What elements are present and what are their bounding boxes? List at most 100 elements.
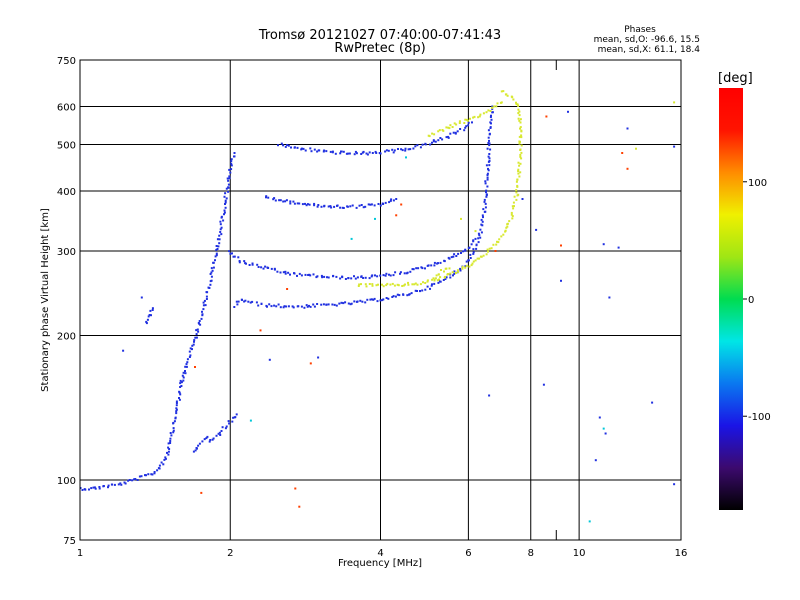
data-point-o [172, 421, 175, 424]
data-point-o [200, 317, 203, 320]
data-point-x [482, 112, 485, 115]
data-point-o [348, 152, 351, 155]
data-point-o [379, 274, 382, 277]
data-point-o [122, 349, 125, 352]
data-point-o [353, 153, 356, 156]
data-point-x [506, 94, 509, 97]
data-point-x [517, 117, 520, 120]
data-point-o [292, 200, 295, 203]
colorbar-ticks: 100 0 -100 [743, 178, 771, 423]
data-point-o [449, 132, 452, 135]
data-point-o [255, 301, 258, 304]
data-point-x [512, 201, 515, 204]
data-point-o [485, 193, 488, 196]
data-point-o [355, 206, 358, 209]
data-point-o [284, 270, 287, 273]
data-point-o [153, 471, 156, 473]
data-point-o [257, 304, 260, 307]
data-point-o [335, 304, 338, 307]
data-point-o [167, 442, 170, 445]
data-point-o [379, 152, 382, 155]
data-point-o [133, 478, 136, 481]
data-point-o [342, 207, 345, 209]
data-point-x [513, 205, 515, 208]
data-point-o [174, 416, 177, 419]
data-point-o [201, 440, 204, 443]
data-point-o [360, 153, 363, 155]
data-point-o [186, 358, 189, 361]
data-point-x [518, 114, 521, 117]
data-point-o [604, 432, 607, 435]
data-point-o [196, 328, 199, 331]
data-point-x [520, 157, 523, 160]
data-point-o [215, 254, 218, 257]
data-point-o [167, 446, 170, 449]
data-point-o [366, 298, 369, 301]
data-point-x [516, 184, 519, 187]
data-point-o [384, 274, 387, 277]
data-point-o [333, 205, 336, 208]
data-point-o [341, 275, 344, 278]
data-point-o [301, 203, 304, 206]
data-point-x [512, 207, 515, 210]
data-point-o [233, 155, 235, 158]
data-point-x [515, 189, 518, 192]
data-point-o [279, 271, 282, 274]
data-point-o [279, 306, 282, 309]
data-point-o [218, 431, 221, 434]
data-point-o [459, 128, 462, 130]
data-point-o [292, 306, 295, 309]
data-point-o [347, 277, 350, 280]
data-point-x [451, 126, 454, 128]
data-point-o [483, 210, 486, 213]
data-point-o [227, 190, 230, 193]
data-point-o [169, 432, 172, 434]
data-point-o [189, 354, 192, 357]
data-point-o [372, 298, 375, 301]
data-point-o [136, 479, 139, 481]
data-point-o [365, 152, 368, 155]
data-point-x [518, 175, 521, 178]
data-point-x [500, 235, 503, 238]
data-point-o [247, 300, 250, 303]
data-point-o [175, 408, 178, 411]
data-point-x [449, 124, 452, 127]
data-point-o [313, 204, 316, 207]
data-point-o [225, 187, 228, 190]
data-point-o [326, 276, 328, 279]
data-point-o [342, 150, 345, 153]
data-point-o [316, 275, 319, 278]
data-point-x [460, 217, 462, 220]
data-point-x [518, 110, 521, 113]
data-point-o [107, 486, 109, 489]
data-point-o [275, 305, 278, 308]
data-point-o [210, 267, 213, 270]
data-point-o [265, 196, 267, 199]
data-point-o [138, 475, 141, 478]
data-point-o [417, 267, 420, 270]
data-point-x [466, 119, 469, 122]
data-point-x [495, 243, 498, 246]
data-point-o [285, 199, 288, 202]
data-point-o [224, 206, 227, 209]
data-point-x [439, 276, 442, 279]
data-point-x [404, 283, 406, 286]
data-point-o [385, 272, 388, 275]
x-axis-label: Frequency [MHz] [338, 558, 422, 569]
data-point-o [195, 336, 198, 339]
data-point-o [477, 232, 480, 235]
data-point-o [488, 144, 491, 147]
data-point-o [398, 294, 401, 297]
data-point-o [220, 430, 223, 432]
data-point-other-cyan [588, 520, 591, 523]
data-point-o [210, 279, 213, 282]
data-point-o [217, 432, 220, 435]
data-point-x [402, 284, 405, 287]
data-point-o [445, 136, 448, 139]
data-point-x [428, 135, 431, 138]
data-point-x [502, 90, 505, 93]
data-point-x [517, 112, 520, 115]
data-point-o [474, 237, 477, 240]
data-point-other-cyan [405, 156, 407, 159]
